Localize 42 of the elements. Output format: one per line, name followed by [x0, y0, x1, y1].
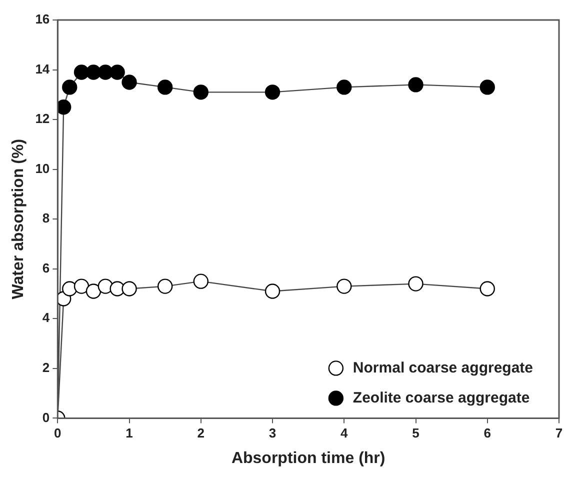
- point: [62, 281, 78, 296]
- y-tick-label: 6: [42, 260, 50, 276]
- x-tick-label: 1: [126, 426, 133, 441]
- x-tick-label: 5: [412, 426, 420, 441]
- point: [264, 84, 280, 100]
- y-tick-label: 2: [42, 360, 50, 376]
- y-tick-label: 16: [35, 12, 50, 27]
- x-tick-label: 7: [555, 426, 563, 441]
- point: [86, 284, 102, 299]
- point: [74, 278, 90, 294]
- point: [193, 274, 208, 289]
- x-axis-title: Absorption time (hr): [231, 450, 386, 467]
- point: [98, 278, 114, 294]
- x-tick-label: 3: [268, 426, 276, 441]
- x-tick-label: 2: [197, 426, 205, 441]
- point: [264, 284, 280, 299]
- y-tick-label: 4: [42, 310, 50, 326]
- point: [157, 278, 173, 294]
- y-tick-label: 0: [42, 410, 50, 425]
- point: [122, 74, 137, 90]
- point: [122, 281, 137, 296]
- y-tick-label: 12: [35, 111, 50, 126]
- point: [193, 84, 208, 100]
- legend-label: Normal coarse aggregate: [352, 359, 534, 376]
- point: [408, 276, 424, 292]
- x-tick-label: 4: [340, 426, 349, 441]
- x-tick-label: 0: [54, 426, 62, 441]
- point: [62, 80, 78, 95]
- point: [157, 80, 173, 95]
- x-tick-label: 6: [484, 426, 491, 441]
- y-tick-label: 10: [35, 160, 50, 176]
- point: [58, 100, 72, 115]
- point: [480, 80, 495, 95]
- point: [408, 77, 424, 92]
- y-tick-label: 8: [42, 210, 50, 226]
- point: [336, 278, 352, 294]
- y-tick-label: 14: [35, 61, 50, 76]
- point: [480, 281, 495, 296]
- point: [110, 64, 125, 80]
- y-axis-title: Water absorption (%): [10, 138, 28, 300]
- point: [336, 80, 352, 95]
- legend-label: Zeolite coarse aggregate: [352, 389, 530, 406]
